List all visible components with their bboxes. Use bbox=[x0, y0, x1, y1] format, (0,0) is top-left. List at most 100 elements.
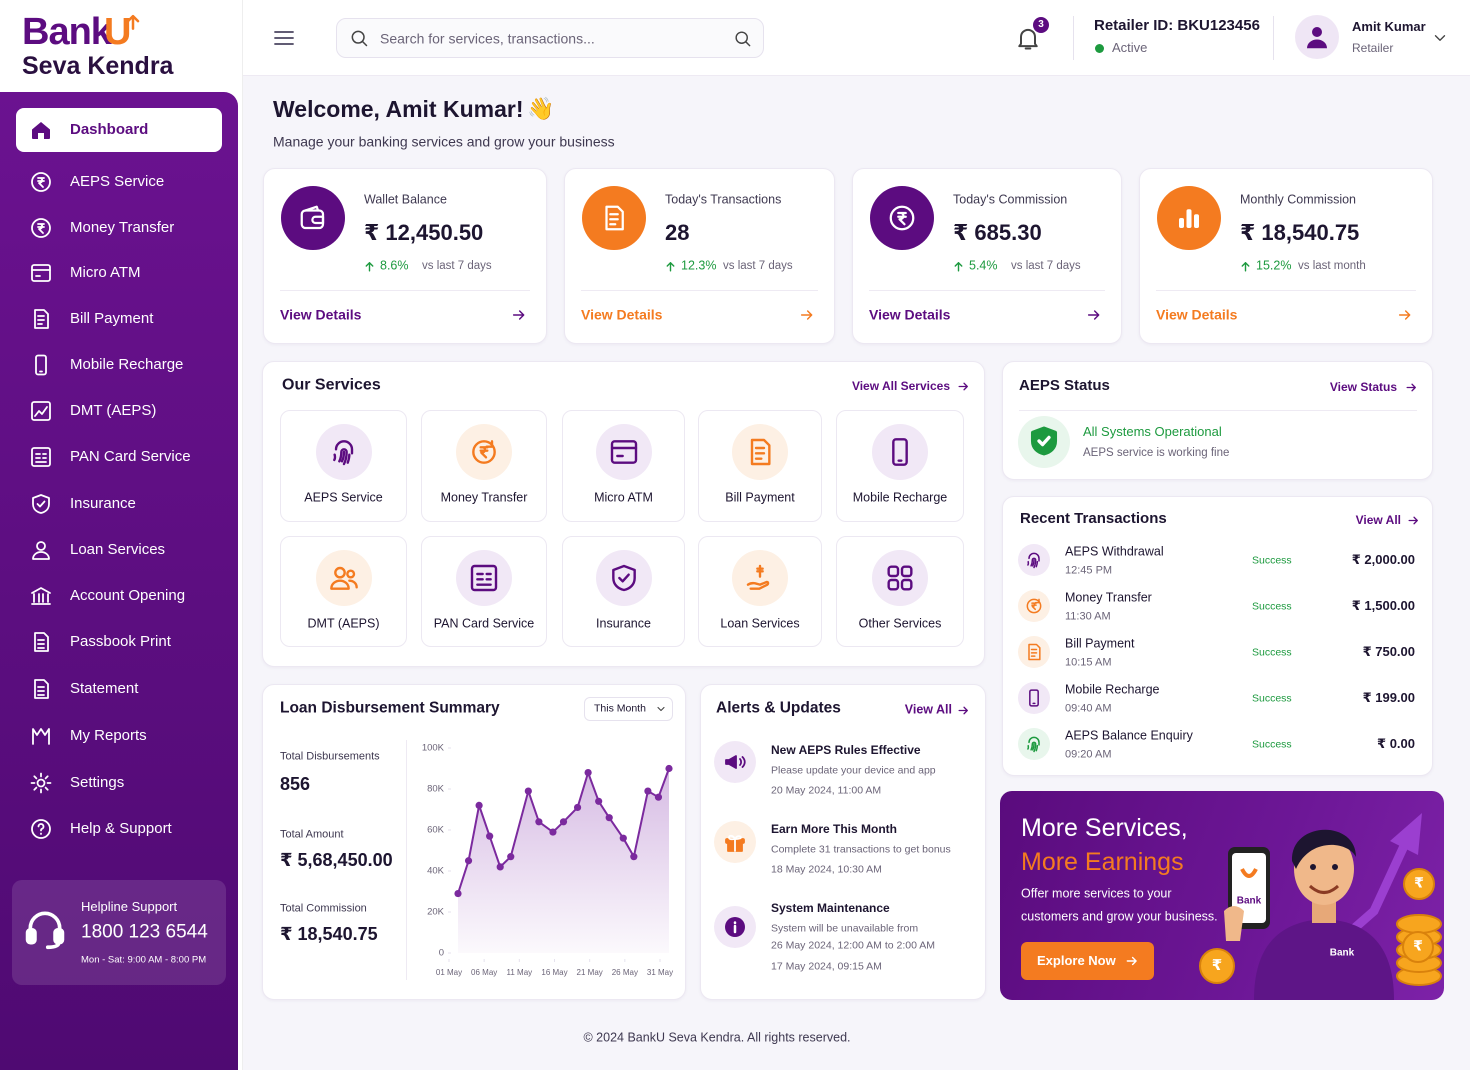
service-label[interactable]: Loan Services bbox=[720, 616, 800, 631]
icon-shape bbox=[45, 940, 61, 950]
menu-label[interactable]: Passbook Print bbox=[70, 633, 171, 650]
icon-shape bbox=[345, 569, 355, 579]
stat-compare: vs last month bbox=[1298, 260, 1366, 273]
icon-shape bbox=[889, 205, 915, 231]
icon-shape bbox=[28, 911, 62, 934]
icon bbox=[746, 564, 770, 590]
explore-button-label[interactable]: Explore Now bbox=[1037, 953, 1116, 969]
menu-label[interactable]: Bill Payment bbox=[70, 310, 154, 327]
service-label[interactable]: PAN Card Service bbox=[433, 616, 535, 631]
transaction-time: 09:40 AM bbox=[1065, 702, 1112, 715]
aeps-status-text: All Systems Operational bbox=[1083, 424, 1222, 440]
icon bbox=[1126, 956, 1137, 966]
menu-label[interactable]: PAN Card Service bbox=[70, 448, 191, 465]
icon-shape bbox=[479, 446, 489, 459]
view-details-link[interactable]: View Details bbox=[869, 306, 951, 323]
menu-label[interactable]: Mobile Recharge bbox=[70, 356, 184, 373]
aeps-status-panel bbox=[1002, 361, 1433, 480]
service-label[interactable]: Other Services bbox=[858, 616, 942, 631]
service-label[interactable]: Bill Payment bbox=[725, 490, 795, 505]
menu-item[interactable] bbox=[16, 108, 222, 152]
icon bbox=[1398, 310, 1411, 320]
icon bbox=[958, 706, 968, 714]
icon bbox=[1027, 736, 1040, 753]
phone-brand: Bank bbox=[1237, 896, 1262, 907]
alert-desc: System will be unavailable from bbox=[771, 922, 919, 935]
point bbox=[630, 853, 638, 861]
icon-bg bbox=[456, 550, 512, 606]
icon-shape bbox=[750, 438, 771, 466]
welcome-subtitle: Manage your banking services and grow yo… bbox=[273, 133, 615, 150]
view-all-link[interactable]: View All Services bbox=[851, 378, 950, 393]
search-box[interactable] bbox=[336, 18, 764, 58]
menu-label[interactable]: My Reports bbox=[70, 727, 147, 744]
view-details-link[interactable]: View Details bbox=[280, 306, 362, 323]
icon[interactable] bbox=[1014, 24, 1042, 52]
illustration-shape bbox=[1308, 884, 1340, 894]
menu-label[interactable]: Account Opening bbox=[70, 587, 186, 604]
illustration-shape bbox=[1396, 914, 1442, 934]
icon-shape bbox=[1408, 516, 1418, 524]
menu-label[interactable]: AEPS Service bbox=[70, 173, 165, 190]
period-dropdown[interactable] bbox=[584, 697, 673, 721]
menu-label[interactable]: Micro ATM bbox=[70, 264, 141, 281]
stat-compare: vs last 7 days bbox=[1011, 260, 1081, 273]
service-label[interactable]: Micro ATM bbox=[594, 490, 653, 505]
icon-shape bbox=[472, 440, 496, 464]
illustration-shape bbox=[1310, 864, 1316, 870]
illustration-shape bbox=[1291, 829, 1356, 869]
service-label[interactable]: Insurance bbox=[596, 616, 651, 631]
point bbox=[535, 818, 543, 826]
menu-label[interactable]: DMT (AEPS) bbox=[70, 402, 157, 419]
service-label[interactable]: Money Transfer bbox=[440, 490, 528, 505]
menu-label[interactable]: Dashboard bbox=[70, 121, 149, 138]
menu-label[interactable]: Loan Services bbox=[70, 541, 166, 558]
icon-bg bbox=[595, 424, 652, 480]
period-label[interactable]: This Month bbox=[594, 702, 646, 715]
view-all-link[interactable]: View All bbox=[904, 702, 952, 717]
icon bbox=[30, 772, 52, 794]
brand-word: Bank bbox=[22, 11, 112, 54]
illustration-shape bbox=[1224, 906, 1244, 941]
transaction-name: AEPS Withdrawal bbox=[1065, 544, 1164, 559]
menu-label[interactable]: Statement bbox=[70, 680, 139, 697]
icon[interactable] bbox=[272, 26, 296, 50]
service-label[interactable]: Mobile Recharge bbox=[852, 490, 948, 505]
coin-symbol: ₹ bbox=[1212, 957, 1222, 974]
icon bbox=[126, 14, 140, 30]
menu-label[interactable]: Insurance bbox=[70, 495, 136, 512]
service-label[interactable]: AEPS Service bbox=[304, 490, 383, 505]
icon bbox=[1030, 426, 1058, 456]
icon-shape bbox=[739, 756, 746, 768]
coin-symbol: ₹ bbox=[1414, 875, 1424, 891]
illustration-shape bbox=[1332, 864, 1338, 870]
divider bbox=[1156, 290, 1416, 291]
icon-shape bbox=[609, 213, 619, 226]
icon bbox=[351, 30, 368, 47]
user-name[interactable]: Amit Kumar bbox=[1352, 19, 1426, 35]
brand-tagline: Seva Kendra bbox=[22, 52, 174, 80]
icon-shape bbox=[362, 41, 368, 47]
view-details-link[interactable]: View Details bbox=[1156, 306, 1238, 323]
transaction-time: 09:20 AM bbox=[1065, 748, 1112, 761]
icon-bg bbox=[872, 424, 928, 480]
icon bbox=[32, 494, 50, 514]
icon bbox=[1434, 35, 1446, 41]
icon bbox=[31, 587, 51, 605]
transaction-time: 12:45 PM bbox=[1065, 564, 1113, 577]
icon-shape bbox=[34, 679, 49, 699]
service-tile[interactable] bbox=[280, 536, 407, 647]
menu-label[interactable]: Money Transfer bbox=[70, 219, 175, 236]
icon bbox=[470, 564, 498, 592]
service-label[interactable]: DMT (AEPS) bbox=[307, 616, 380, 631]
view-all-link[interactable]: View All bbox=[1355, 512, 1401, 527]
view-status-link[interactable]: View Status bbox=[1329, 379, 1397, 394]
view-details-link[interactable]: View Details bbox=[581, 306, 663, 323]
icon-shape bbox=[37, 315, 45, 325]
notification-count: 3 bbox=[1038, 19, 1044, 30]
menu-label[interactable]: Help & Support bbox=[70, 820, 172, 837]
icon-shape bbox=[37, 686, 45, 696]
menu-label[interactable]: Settings bbox=[70, 774, 125, 791]
icon bbox=[1241, 261, 1249, 272]
